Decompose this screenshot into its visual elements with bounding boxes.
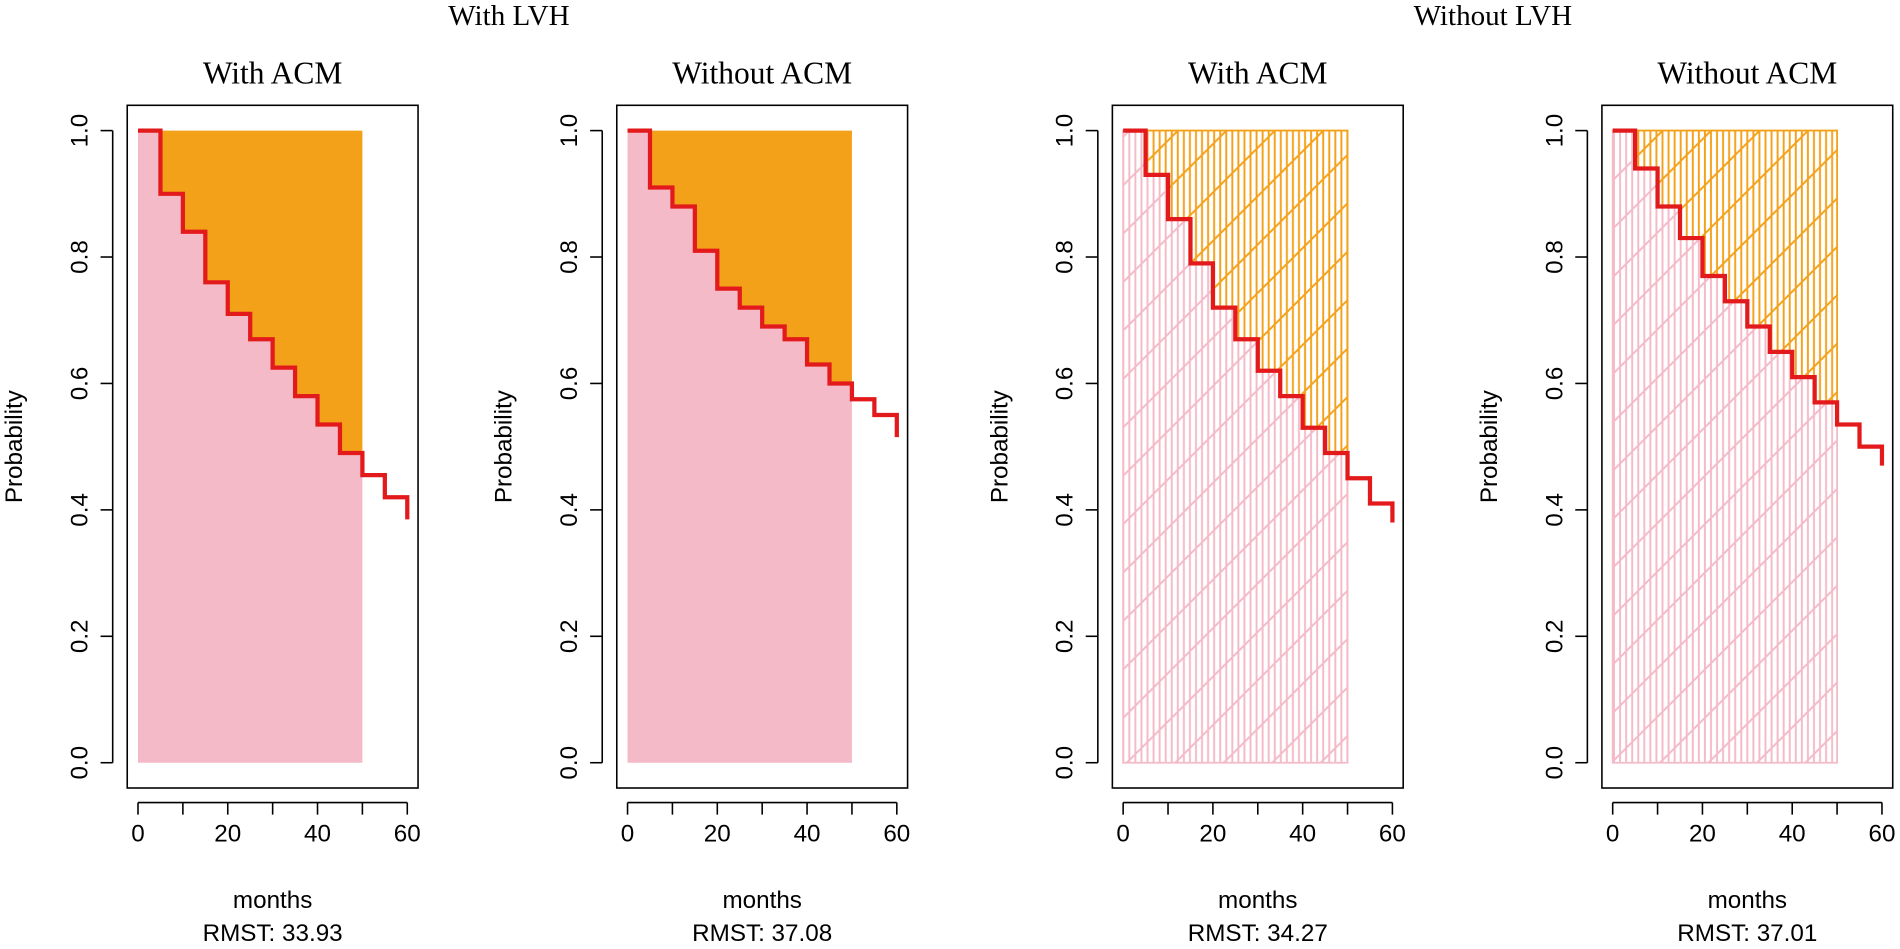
x-tick-label: 20 <box>1199 821 1226 848</box>
y-tick-label: 0.2 <box>1541 619 1568 653</box>
y-tick-label: 0.6 <box>556 367 583 401</box>
y-tick-label: 0.4 <box>1052 493 1079 527</box>
x-axis-title: months <box>722 887 801 914</box>
area-above <box>138 130 363 453</box>
rmst-caption: RMST: 33.93 <box>203 920 343 947</box>
y-tick-label: 1.0 <box>1052 114 1079 148</box>
x-axis-title: months <box>1218 887 1297 914</box>
rmst-caption: RMST: 34.27 <box>1188 920 1328 947</box>
x-tick-label: 60 <box>1379 821 1406 848</box>
panel-title: With ACM <box>1188 55 1328 90</box>
panel-title: With ACM <box>203 55 343 90</box>
y-tick-label: 0.6 <box>1052 367 1079 401</box>
x-tick-label: 60 <box>1868 821 1895 848</box>
plot-frame <box>1111 104 1404 789</box>
y-axis-title: Probability <box>986 389 1013 503</box>
panel-title: Without ACM <box>672 55 852 90</box>
y-tick-label: 1.0 <box>556 114 583 148</box>
x-tick-label: 0 <box>1116 821 1129 848</box>
survival-line <box>1612 128 1885 466</box>
x-tick-label: 0 <box>1606 821 1619 848</box>
y-tick-label: 0.0 <box>67 746 94 780</box>
x-tick-label: 40 <box>304 821 331 848</box>
y-tick-label: 0.2 <box>556 619 583 653</box>
survival-line <box>1123 128 1395 523</box>
y-tick-label: 0.4 <box>67 493 94 527</box>
x-axis-title: months <box>233 887 312 914</box>
y-tick-label: 0.4 <box>556 493 583 527</box>
x-tick-label: 20 <box>214 821 241 848</box>
survival-line <box>138 128 410 520</box>
y-tick-label: 0.8 <box>67 240 94 274</box>
x-tick-label: 60 <box>394 821 421 848</box>
area-above <box>627 130 852 384</box>
x-tick-label: 0 <box>621 821 634 848</box>
y-tick-label: 0.8 <box>556 240 583 274</box>
x-tick-label: 40 <box>1289 821 1316 848</box>
y-tick-label: 0.8 <box>1052 240 1079 274</box>
y-tick-label: 0.6 <box>1541 367 1568 401</box>
y-axis-title: Probability <box>491 389 518 503</box>
x-tick-label: 60 <box>883 821 910 848</box>
y-tick-label: 0.0 <box>556 746 583 780</box>
panel-title: Without ACM <box>1657 55 1837 90</box>
rmst-caption: RMST: 37.01 <box>1677 920 1817 947</box>
area-below <box>138 130 363 763</box>
y-tick-label: 1.0 <box>67 114 94 148</box>
x-tick-label: 40 <box>794 821 821 848</box>
y-tick-label: 0.6 <box>67 367 94 401</box>
plot-frame <box>126 104 419 789</box>
y-axis-title: Probability <box>1476 389 1503 503</box>
y-tick-label: 0.0 <box>1541 746 1568 780</box>
y-tick-label: 1.0 <box>1541 114 1568 148</box>
y-tick-label: 0.2 <box>1052 619 1079 653</box>
y-tick-label: 0.0 <box>1052 746 1079 780</box>
plot-frame <box>1601 104 1894 789</box>
rmst-caption: RMST: 37.08 <box>692 920 832 947</box>
y-tick-label: 0.4 <box>1541 493 1568 527</box>
group-title: With LVH <box>448 0 569 32</box>
group-title: Without LVH <box>1414 0 1572 32</box>
area-below <box>627 130 852 763</box>
x-tick-label: 0 <box>131 821 144 848</box>
x-tick-label: 20 <box>1689 821 1716 848</box>
survival-line <box>627 128 899 438</box>
y-tick-label: 0.2 <box>67 619 94 653</box>
x-axis-title: months <box>1708 887 1787 914</box>
x-tick-label: 40 <box>1779 821 1806 848</box>
y-axis-title: Probability <box>1 389 28 503</box>
plot-frame <box>615 104 909 789</box>
y-tick-label: 0.8 <box>1541 240 1568 274</box>
x-tick-label: 20 <box>704 821 731 848</box>
